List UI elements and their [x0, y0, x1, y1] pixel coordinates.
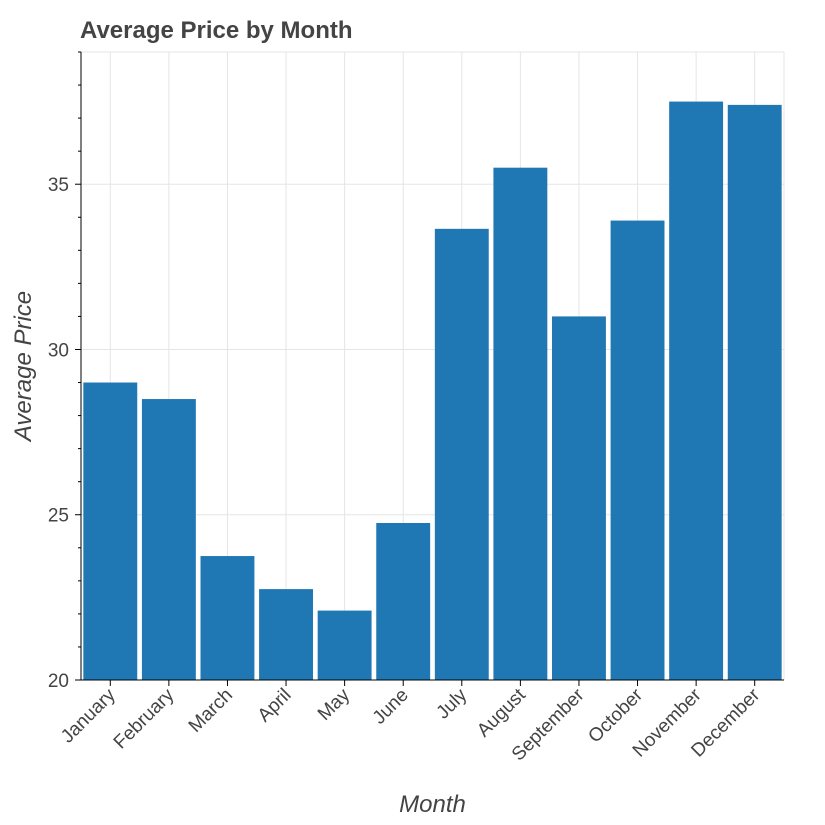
bar-april	[259, 589, 313, 680]
bar-may	[317, 610, 372, 680]
x-tick-label: February	[110, 684, 179, 753]
bar-september	[552, 316, 606, 680]
bar-august	[493, 167, 548, 680]
x-axis-label: Month	[399, 791, 466, 818]
y-tick-label: 35	[48, 175, 69, 196]
bars	[83, 101, 782, 680]
y-axis-label: Average Price	[10, 291, 37, 443]
x-tick-label: May	[314, 684, 355, 725]
y-tick-label: 20	[48, 671, 69, 692]
x-tick-label: April	[254, 685, 296, 727]
x-tick-label: March	[185, 685, 237, 737]
bar-january	[83, 382, 138, 680]
x-tick-label: June	[369, 685, 413, 729]
axes	[80, 52, 784, 681]
y-axis-ticks: 20 25 30 35	[48, 51, 81, 692]
bar-november	[669, 101, 724, 680]
bar-october	[610, 220, 665, 680]
chart-title: Average Price by Month	[80, 17, 353, 44]
x-tick-label: July	[433, 684, 472, 723]
y-tick-label: 30	[48, 340, 69, 361]
bar-december	[727, 104, 782, 680]
bar-february	[141, 399, 196, 680]
x-tick-label: August	[473, 684, 530, 741]
y-tick-label: 25	[48, 506, 69, 527]
bar-june	[376, 523, 431, 680]
bar-july	[434, 228, 489, 680]
bar-march	[200, 556, 255, 680]
